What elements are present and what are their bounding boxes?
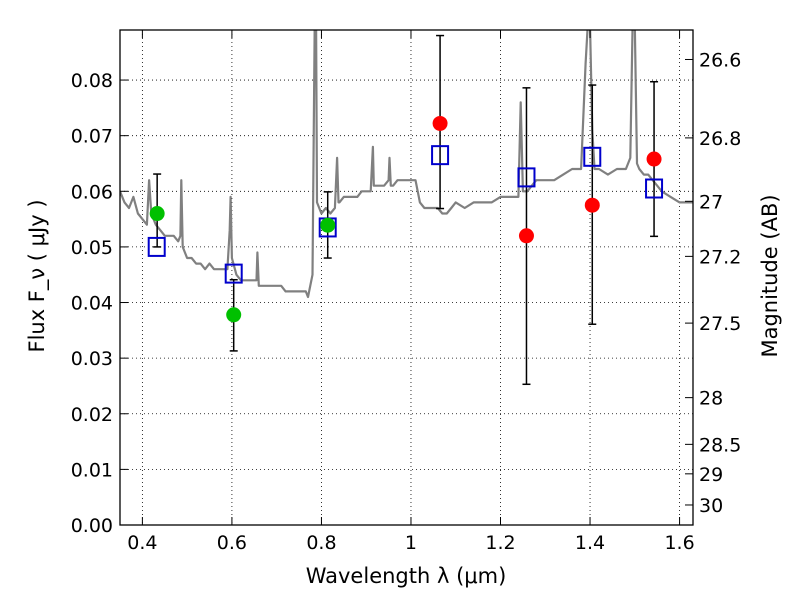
x-tick-label: 1 (405, 532, 417, 554)
magnitude-tick-label: 27 (699, 191, 723, 213)
y-tick-label: 0.08 (71, 70, 113, 92)
magnitude-tick-label: 28.5 (699, 434, 741, 456)
magnitude-tick-label: 26.6 (699, 49, 741, 71)
y-axis-label: Flux F_ν ( μJy ) (25, 199, 50, 352)
model-photometry-square (224, 263, 243, 284)
y-tick-label: 0.01 (71, 459, 113, 481)
model-photometry-square (583, 146, 602, 167)
magnitude-tick-label: 29 (699, 464, 723, 486)
observed-flux-point (432, 115, 448, 131)
observed-flux-point (584, 197, 600, 213)
magnitude-tick-label: 27.2 (699, 246, 741, 268)
x-tick-label: 0.8 (306, 532, 336, 554)
magnitude-tick-label: 26.8 (699, 128, 741, 150)
y-tick-label: 0.06 (71, 181, 113, 203)
plot-area (120, 30, 693, 386)
model-photometry-square (431, 145, 450, 166)
observed-flux-point (518, 228, 534, 244)
magnitude-axis-label: Magnitude (AB) (758, 194, 782, 357)
y-tick-label: 0.07 (71, 126, 113, 148)
model-photometry-square (645, 178, 664, 199)
observed-flux-point (149, 206, 165, 222)
x-tick-label: 1.2 (485, 532, 515, 554)
magnitude-tick-label: 28 (699, 388, 723, 410)
y-tick-label: 0.03 (71, 348, 113, 370)
y-tick-label: 0.05 (71, 237, 113, 259)
model-photometry-square (517, 167, 536, 188)
grid-lines (120, 30, 693, 526)
axes: 0.4 0.6 0.8 1 1.2 1.4 1.6 0.00 0.01 0.02 0.03 0.04 0… (71, 29, 741, 554)
observed-flux-point (320, 217, 336, 233)
x-tick-label: 0.4 (127, 532, 157, 554)
observed-flux-point (226, 307, 242, 323)
x-tick-label: 0.6 (217, 532, 247, 554)
x-tick-label: 1.4 (575, 532, 605, 554)
magnitude-tick-label: 30 (699, 495, 723, 517)
y-tick-label: 0.00 (71, 515, 113, 537)
model-photometry-square (147, 236, 166, 257)
y-tick-label: 0.04 (71, 293, 113, 315)
magnitude-tick-label: 27.5 (699, 313, 741, 335)
observed-flux-point (646, 151, 662, 167)
x-tick-label: 1.6 (664, 532, 694, 554)
x-axis-label: Wavelength λ (μm) (306, 564, 507, 588)
model-spectrum-line (120, 30, 693, 299)
y-tick-label: 0.02 (71, 404, 113, 426)
plot-frame (119, 29, 694, 526)
